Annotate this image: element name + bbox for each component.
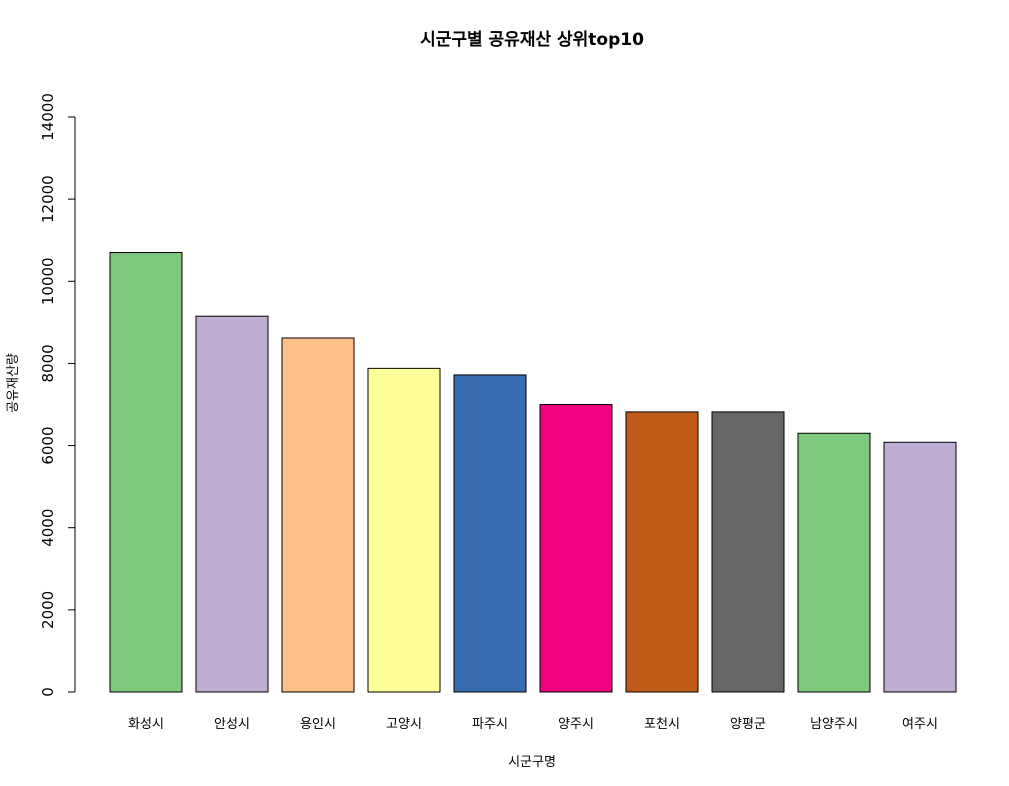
x-category-labels: 화성시 안성시 용인시 고양시 파주시 양주시 포천시 양평군 남양주시 여주시 [128, 717, 938, 732]
x-category-label: 고양시 [386, 717, 422, 732]
bar [539, 404, 613, 693]
bar [453, 374, 527, 693]
y-tick-label: 8000 [39, 344, 57, 382]
y-tick-label: 4000 [39, 509, 57, 547]
x-category-label: 파주시 [472, 717, 508, 732]
x-axis-label: 시군구명 [508, 755, 556, 770]
chart-title: 시군구별 공유재산 상위top10 [420, 30, 644, 50]
bar [883, 441, 957, 693]
y-axis-label: 공유재산량 [6, 353, 21, 413]
x-category-label: 안성시 [214, 717, 250, 732]
x-category-label: 포천시 [644, 717, 680, 732]
y-axis: 0 2000 4000 6000 8000 10000 12000 14000 [39, 93, 76, 697]
y-tick-label: 6000 [39, 426, 57, 464]
y-tick-label: 10000 [39, 257, 57, 305]
bar [625, 411, 699, 693]
bars [109, 252, 957, 693]
bar [281, 337, 355, 693]
x-category-label: 여주시 [902, 717, 938, 732]
x-category-label: 남양주시 [810, 717, 858, 732]
x-category-label: 양주시 [558, 717, 594, 732]
y-tick-label: 0 [39, 687, 57, 697]
x-category-label: 양평군 [730, 717, 766, 732]
y-tick-label: 12000 [39, 175, 57, 223]
x-category-label: 용인시 [300, 717, 336, 732]
y-tick-label: 2000 [39, 591, 57, 629]
bar [711, 411, 785, 693]
bar [797, 432, 871, 693]
bar [367, 367, 441, 693]
bar [195, 315, 269, 693]
x-category-label: 화성시 [128, 717, 164, 732]
y-tick-label: 14000 [39, 93, 57, 141]
bar [109, 252, 183, 693]
